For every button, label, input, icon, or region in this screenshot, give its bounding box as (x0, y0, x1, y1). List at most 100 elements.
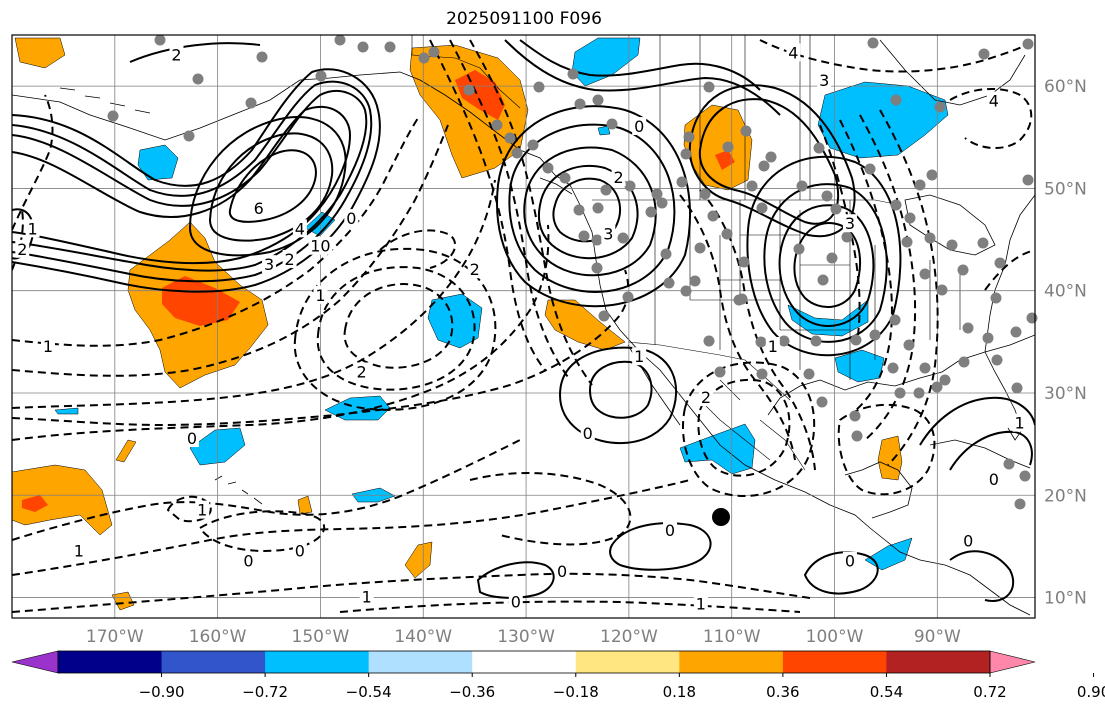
latitude-tick-label: 20°N (1044, 486, 1087, 506)
contour-label: 2 (171, 45, 181, 64)
contour-positive-westcoast-3 (523, 146, 657, 277)
station-dot (192, 73, 204, 85)
colorbar-label: 0.36 (766, 683, 799, 701)
station-dot (849, 410, 861, 422)
contour-label-bg (986, 469, 1001, 488)
contour-positive-pacific-inner-6 (228, 149, 317, 223)
contour-label-bg (467, 260, 482, 279)
station-dot (600, 184, 612, 196)
contour-label: 1 (1014, 414, 1024, 433)
station-dot (913, 387, 925, 399)
contour-positive-baja-loop-2 (558, 346, 678, 445)
contour-positive-pacific-south-2 (476, 561, 555, 599)
contour-positive-baja-loop (588, 360, 653, 419)
station-dot (689, 275, 701, 287)
station-dot (154, 34, 166, 46)
contour-label-bg (71, 541, 86, 560)
longitude-tick-label: 130°W (497, 627, 555, 647)
contour-label: 2 (356, 363, 366, 382)
station-dot (357, 41, 369, 53)
contour-positive-pacific-4 (12, 68, 381, 293)
station-dot (694, 242, 706, 254)
contour-positive-canada-ring (698, 98, 840, 225)
contour-positive-plains-inner (793, 222, 861, 309)
contour-label-bg (292, 541, 307, 560)
contour-label: 3 (819, 71, 829, 90)
station-dot (962, 322, 974, 334)
station-dot (676, 176, 688, 188)
station-dot (1014, 498, 1026, 510)
contour-label: 1 (43, 337, 53, 356)
latitude-tick-labels: 60°N 50°N 40°N 30°N 20°N 10°N (1044, 77, 1087, 608)
station-dot (796, 180, 808, 192)
colorbar-segment (265, 651, 370, 673)
contour-label: 2 (285, 250, 295, 269)
colorbar-label: −0.36 (449, 683, 495, 701)
contour-negative-east-3 (879, 109, 939, 466)
contour-label: 1 (74, 542, 84, 561)
station-dot (890, 94, 902, 106)
colorbar-lower-extension (11, 650, 59, 674)
contour-label-bg (698, 388, 713, 407)
longitude-tick-label: 150°W (292, 627, 350, 647)
station-dot (765, 151, 777, 163)
coastline-hudson (879, 39, 1026, 106)
contour-label-bg (282, 250, 297, 269)
contour-label: 1 (27, 219, 37, 238)
blue-area-plains (787, 299, 869, 337)
contour-label: 0 (187, 429, 197, 448)
contour-label-bg (632, 347, 647, 366)
contour-layer (12, 39, 1035, 602)
contour-positive-pacific-south-1 (609, 522, 712, 571)
station-dot (722, 141, 734, 153)
contour-label-bg (580, 423, 595, 442)
contour-positive-top-2 (504, 39, 781, 116)
contour-label-bg (15, 239, 30, 258)
colorbar-label: −0.54 (346, 683, 392, 701)
latitude-tick-label: 50°N (1044, 179, 1087, 199)
station-dot (107, 110, 119, 122)
station-dot (527, 139, 539, 151)
contour-label-bg (308, 236, 333, 255)
colorbar-segment (368, 651, 473, 673)
plot-title: 2025091100 F096 (446, 9, 602, 29)
contour-label-bg (765, 336, 780, 355)
station-dot (934, 101, 946, 113)
contour-negative-northeast-2 (949, 88, 1033, 149)
station-dot (869, 329, 881, 341)
station-dot (592, 94, 604, 106)
colorbar-segment (782, 651, 887, 673)
contour-label: 1 (768, 337, 778, 356)
station-dot (756, 368, 768, 380)
contour-label-bg (40, 336, 55, 355)
station-dot (578, 230, 590, 242)
contour-negative-pacific-ring-2 (316, 266, 476, 391)
station-dot (699, 188, 711, 200)
contour-negative-east-1 (839, 119, 893, 416)
station-dot (851, 430, 863, 442)
contour-label: 1 (634, 347, 644, 366)
station-dot (680, 285, 692, 297)
contour-label: 2 (470, 260, 480, 279)
contour-positive-pacific-south-3 (803, 551, 879, 595)
colorbar-segment (161, 651, 266, 673)
contour-label: 1 (315, 286, 325, 305)
longitude-tick-label: 140°W (394, 627, 452, 647)
blue-area-pacific-mid (427, 293, 483, 349)
colorbar (11, 650, 1095, 677)
station-dot (598, 310, 610, 322)
contour-label: 4 (989, 91, 999, 110)
station-dot (758, 160, 770, 172)
contour-label: 0 (989, 470, 999, 489)
longitude-tick-label: 100°W (806, 627, 864, 647)
contour-negative-3 (12, 179, 496, 409)
contour-positive-plains-2 (778, 204, 875, 327)
station-dot (830, 203, 842, 215)
contour-label: 3 (603, 224, 613, 243)
contour-negative-2 (12, 124, 449, 377)
contour-label-bg (842, 551, 857, 570)
station-dot (903, 339, 915, 351)
station-dot (919, 268, 931, 280)
